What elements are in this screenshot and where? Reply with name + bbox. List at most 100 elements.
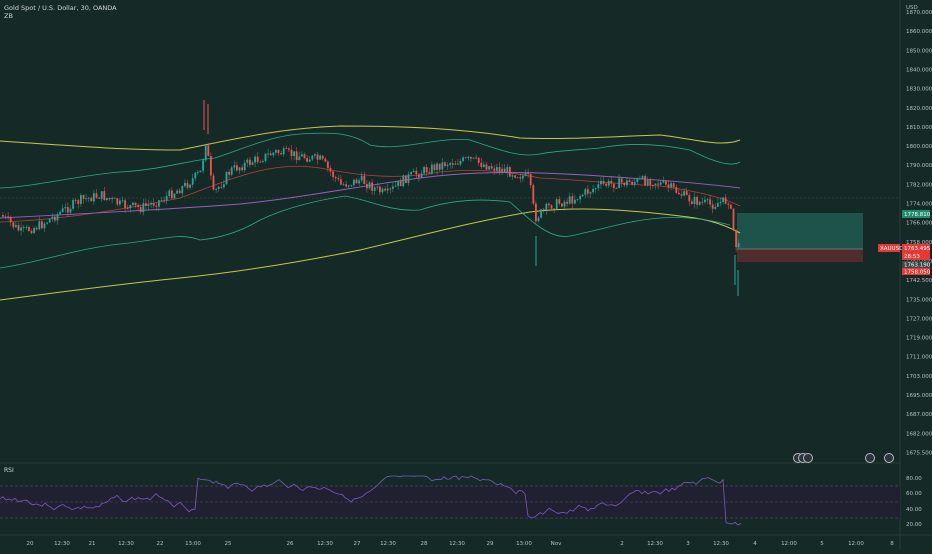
candle-body (436, 163, 438, 170)
stop-zone[interactable] (737, 249, 863, 262)
candle-body (506, 167, 509, 173)
candle-body (576, 199, 579, 201)
candle-body (256, 156, 259, 162)
time-tick: 5 (820, 541, 824, 547)
candle-body (46, 222, 48, 224)
candle-body (636, 178, 639, 183)
candle-body (124, 200, 126, 209)
candle-body (20, 227, 22, 231)
candle-body (633, 182, 636, 185)
candle-body (449, 163, 451, 165)
candle-body (620, 178, 623, 183)
candle-body (488, 166, 490, 170)
price-tick: 1790.000 (906, 163, 932, 169)
candle-body (264, 153, 267, 162)
price-tick: 1820.000 (906, 106, 932, 112)
candle-body (269, 153, 272, 156)
candle-body (722, 197, 724, 202)
candle-body (628, 180, 631, 183)
candle-body (670, 183, 672, 188)
candle-body (243, 162, 246, 171)
candle-body (152, 203, 155, 206)
candle-body (277, 150, 280, 154)
entry-price-tag: 1763.190 (902, 261, 931, 269)
rsi-tick: 80.00 (906, 476, 922, 482)
candle-body (353, 179, 355, 185)
candle-body (732, 208, 735, 230)
candle-body (134, 202, 137, 206)
candle-body (298, 156, 301, 161)
symbol-title[interactable]: Gold Spot / U.S. Dollar, 30, OANDA (4, 4, 117, 12)
candle-body (334, 176, 337, 179)
candle-body (566, 201, 568, 204)
candle-body (709, 199, 711, 205)
candle-body (737, 243, 740, 248)
candle-body (230, 167, 233, 175)
candle-body (30, 230, 33, 234)
flag-us-icon[interactable] (884, 453, 894, 463)
time-tick: 13:00 (185, 541, 201, 547)
flag-us-icon[interactable] (865, 453, 875, 463)
candle-body (376, 186, 379, 188)
candle-body (150, 203, 152, 205)
candle-body (581, 194, 584, 197)
time-axis[interactable]: 20 12:30 21 12:30 22 13:00 25 26 12:30 27 12:30 28 1… (27, 541, 895, 547)
candle-body (368, 182, 371, 189)
flag-us-icon[interactable] (803, 453, 813, 463)
candle-body (685, 191, 688, 196)
candle-body (165, 195, 168, 201)
candle-body (160, 200, 163, 201)
candle-body (306, 158, 308, 162)
candle-body (405, 175, 407, 183)
time-tick: 28 (421, 541, 428, 547)
candle-body (280, 153, 282, 155)
candle-body (431, 164, 433, 174)
candle-body (35, 227, 38, 230)
candle-body (483, 164, 485, 168)
candle-body (189, 184, 191, 188)
candle-body (641, 176, 644, 179)
time-tick: 20 (27, 541, 34, 547)
candle-body (87, 197, 90, 199)
price-tick: 1810.000 (906, 125, 932, 131)
candle-body (155, 205, 158, 207)
candle-body (459, 160, 462, 165)
time-tick: 4 (753, 541, 757, 547)
candle-body (33, 227, 35, 234)
candle-body (693, 196, 696, 205)
candle-body (15, 225, 17, 228)
price-tick: 1840.000 (906, 67, 932, 73)
candle-body (129, 205, 132, 209)
candle-body (12, 222, 15, 228)
price-tick: 1687.000 (906, 412, 932, 418)
candle-body (147, 204, 150, 206)
candle-body (589, 192, 592, 194)
price-tick: 1782.000 (906, 182, 932, 188)
candle-body (446, 164, 449, 166)
candle-body (241, 167, 243, 171)
candle-body (126, 208, 129, 209)
candle-body (610, 180, 613, 184)
rsi-line (0, 475, 742, 526)
price-tick: 1774.000 (906, 202, 932, 208)
bb-lower-yellow (0, 208, 741, 301)
candle-body (704, 199, 706, 203)
candle-body (176, 190, 178, 194)
candle-body (667, 184, 670, 188)
target-zone[interactable] (737, 213, 863, 249)
candle-body (267, 153, 269, 155)
candle-body (592, 188, 594, 193)
indicator-name[interactable]: ZB (4, 12, 13, 20)
candle-body (657, 183, 659, 185)
candle-body (613, 183, 615, 189)
price-tick: 1682.000 (906, 431, 932, 437)
candle-body (98, 197, 100, 199)
price-tick: 1870.000 (906, 10, 932, 16)
candle-body (711, 204, 714, 209)
candle-body (477, 157, 480, 163)
candle-body (95, 193, 98, 198)
candle-body (212, 175, 215, 190)
candle-body (379, 186, 381, 193)
